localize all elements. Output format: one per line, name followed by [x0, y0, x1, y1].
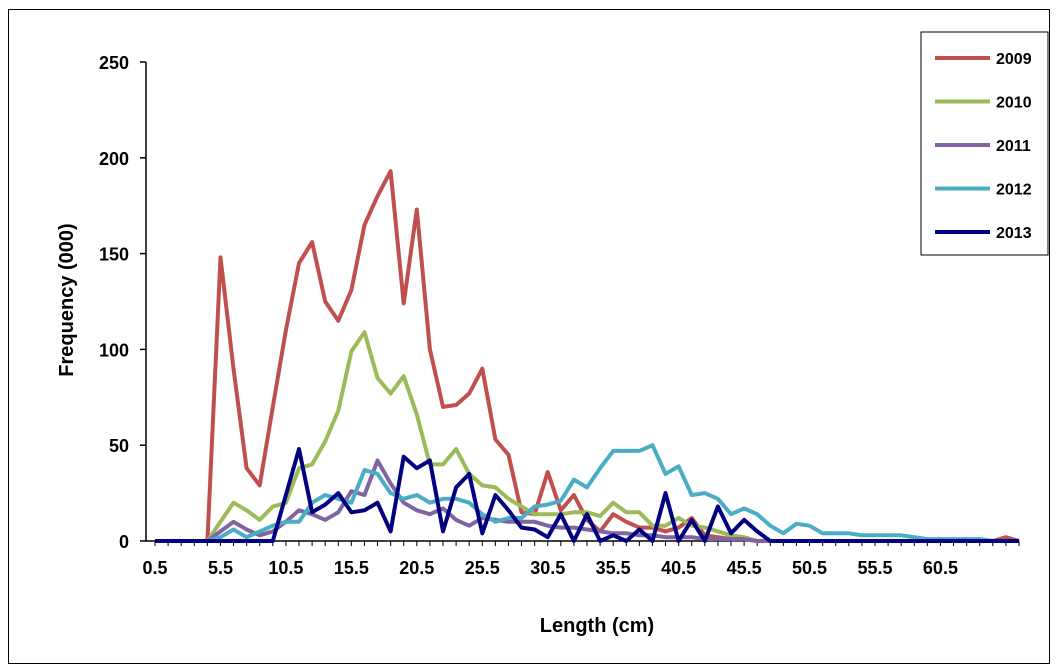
x-tick-label: 25.5	[465, 558, 500, 578]
series-line-2013	[155, 447, 1019, 543]
legend-label-2011: 2011	[996, 138, 1031, 155]
series-line-2010	[155, 330, 1019, 543]
x-tick-label: 10.5	[268, 558, 303, 578]
y-axis-title: Frequency (000)	[56, 223, 78, 376]
series-lines	[155, 169, 1020, 543]
x-tick-label: 35.5	[596, 558, 631, 578]
y-tick-label: 0	[119, 532, 129, 552]
x-tick-label: 60.5	[923, 558, 958, 578]
series-line-2012	[155, 443, 1019, 543]
y-tick-label: 250	[99, 53, 129, 73]
x-tick-label: 40.5	[661, 558, 696, 578]
y-tick-label: 200	[99, 149, 129, 169]
x-tick-label: 15.5	[334, 558, 369, 578]
x-tick-label: 5.5	[208, 558, 233, 578]
legend-label-2012: 2012	[996, 182, 1032, 199]
y-tick-labels: 0 50 100 150 200 250	[99, 53, 129, 552]
x-tick-label: 20.5	[399, 558, 434, 578]
x-tick-label: 45.5	[727, 558, 762, 578]
x-tick-labels: 0.5 5.5 10.5 15.5 20.5 25.5 30.5 35.5 40.5 45.5 50…	[142, 558, 957, 578]
chart-frame	[8, 9, 1050, 664]
axes	[140, 61, 1020, 546]
legend: 2009 2010 2011 2012 2013	[920, 31, 1049, 256]
legend-label-2010: 2010	[996, 95, 1032, 112]
x-tick-label: 50.5	[792, 558, 827, 578]
x-tick-label: 30.5	[530, 558, 565, 578]
y-tick-label: 150	[99, 245, 129, 265]
y-tick-label: 50	[109, 436, 129, 456]
legend-label-2013: 2013	[996, 225, 1032, 242]
y-tick-label: 100	[99, 340, 129, 360]
x-tick-label: 55.5	[857, 558, 892, 578]
x-tick-label: 0.5	[142, 558, 167, 578]
legend-label-2009: 2009	[996, 51, 1032, 68]
x-axis-title: Length (cm)	[540, 615, 654, 637]
